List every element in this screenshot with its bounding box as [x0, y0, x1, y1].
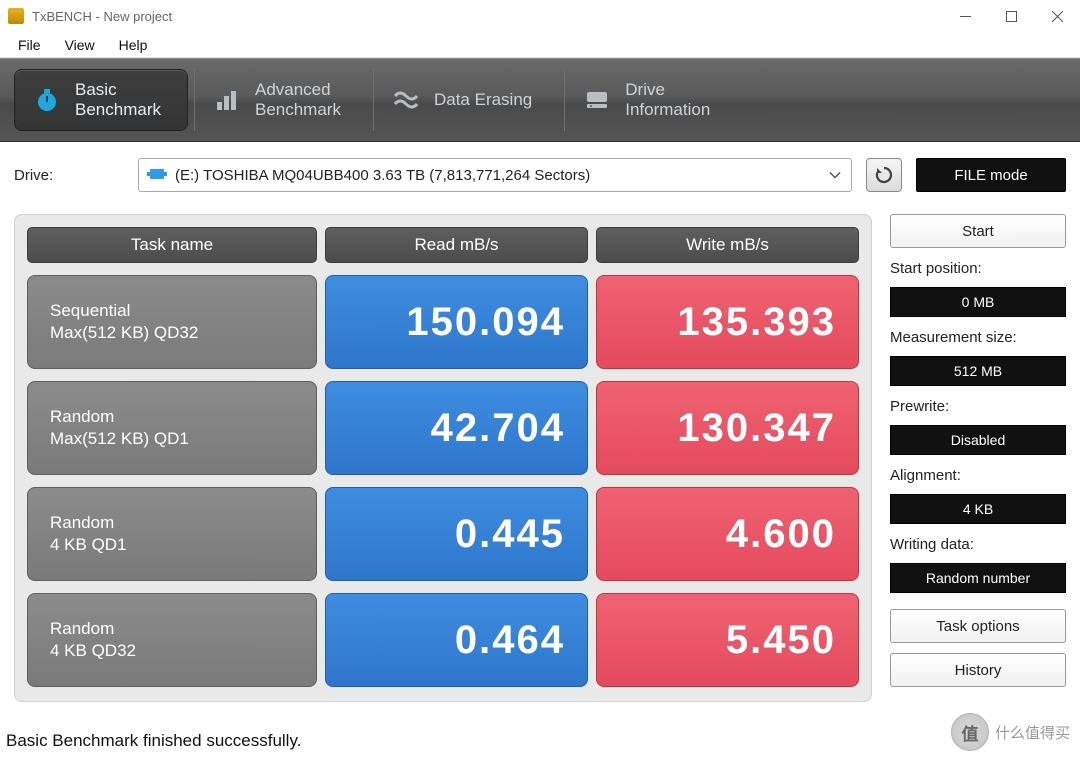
- alignment-label: Alignment:: [890, 467, 1066, 484]
- hdd-icon: [583, 86, 611, 114]
- measurement-size-value[interactable]: 512 MB: [890, 356, 1066, 386]
- write-value: 130.347: [596, 381, 859, 475]
- tab-label: Data Erasing: [434, 90, 532, 110]
- read-value: 0.445: [325, 487, 588, 581]
- app-icon: [8, 8, 24, 24]
- refresh-icon: [874, 165, 894, 185]
- task-name: Random 4 KB QD32: [27, 593, 317, 687]
- menubar: File View Help: [0, 32, 1080, 58]
- history-button[interactable]: History: [890, 653, 1066, 687]
- menu-view[interactable]: View: [53, 35, 107, 55]
- task-name: Random Max(512 KB) QD1: [27, 381, 317, 475]
- writing-data-value[interactable]: Random number: [890, 563, 1066, 593]
- prewrite-value[interactable]: Disabled: [890, 425, 1066, 455]
- side-panel: Start Start position: 0 MB Measurement s…: [890, 214, 1066, 702]
- alignment-value[interactable]: 4 KB: [890, 494, 1066, 524]
- wave-icon: [392, 86, 420, 114]
- tab-label: Basic Benchmark: [75, 80, 161, 119]
- maximize-button[interactable]: [988, 0, 1034, 32]
- start-position-value[interactable]: 0 MB: [890, 287, 1066, 317]
- task-options-button[interactable]: Task options: [890, 609, 1066, 643]
- refresh-button[interactable]: [866, 158, 902, 192]
- bench-row: Sequential Max(512 KB) QD32 150.094 135.…: [27, 275, 859, 369]
- titlebar: TxBENCH - New project: [0, 0, 1080, 32]
- watermark-badge-icon: 值: [951, 713, 989, 751]
- drive-row: Drive: (E:) TOSHIBA MQ04UBB400 3.63 TB (…: [0, 142, 1080, 202]
- header-write: Write mB/s: [596, 227, 859, 263]
- tab-basic-benchmark[interactable]: Basic Benchmark: [14, 69, 188, 131]
- stopwatch-icon: [33, 86, 61, 114]
- read-value: 0.464: [325, 593, 588, 687]
- status-bar: Basic Benchmark finished successfully.: [0, 727, 1080, 757]
- header-task: Task name: [27, 227, 317, 263]
- prewrite-label: Prewrite:: [890, 398, 1066, 415]
- writing-data-label: Writing data:: [890, 536, 1066, 553]
- header-read: Read mB/s: [325, 227, 588, 263]
- minimize-button[interactable]: [942, 0, 988, 32]
- benchmark-panel: Task name Read mB/s Write mB/s Sequentia…: [14, 214, 872, 702]
- drive-device-icon: [147, 167, 167, 183]
- read-value: 150.094: [325, 275, 588, 369]
- bench-row: Random 4 KB QD32 0.464 5.450: [27, 593, 859, 687]
- menu-file[interactable]: File: [6, 35, 53, 55]
- task-name: Random 4 KB QD1: [27, 487, 317, 581]
- watermark-text: 什么值得买: [995, 722, 1070, 743]
- write-value: 5.450: [596, 593, 859, 687]
- task-name: Sequential Max(512 KB) QD32: [27, 275, 317, 369]
- tabstrip: Basic Benchmark Advanced Benchmark Data …: [0, 58, 1080, 142]
- tab-label: Advanced Benchmark: [255, 80, 341, 119]
- measurement-size-label: Measurement size:: [890, 329, 1066, 346]
- chevron-down-icon: [829, 167, 841, 184]
- tab-label: Drive Information: [625, 80, 710, 119]
- watermark: 值 什么值得买: [951, 713, 1070, 751]
- bar-chart-icon: [213, 86, 241, 114]
- tab-drive-information[interactable]: Drive Information: [564, 69, 736, 131]
- start-button[interactable]: Start: [890, 214, 1066, 248]
- file-mode-button[interactable]: FILE mode: [916, 158, 1066, 192]
- tab-advanced-benchmark[interactable]: Advanced Benchmark: [194, 69, 367, 131]
- drive-select[interactable]: (E:) TOSHIBA MQ04UBB400 3.63 TB (7,813,7…: [138, 158, 852, 192]
- drive-selected-text: (E:) TOSHIBA MQ04UBB400 3.63 TB (7,813,7…: [175, 167, 590, 184]
- start-position-label: Start position:: [890, 260, 1066, 277]
- close-button[interactable]: [1034, 0, 1080, 32]
- drive-label: Drive:: [14, 167, 124, 184]
- tab-data-erasing[interactable]: Data Erasing: [373, 69, 558, 131]
- write-value: 135.393: [596, 275, 859, 369]
- write-value: 4.600: [596, 487, 859, 581]
- bench-row: Random Max(512 KB) QD1 42.704 130.347: [27, 381, 859, 475]
- bench-row: Random 4 KB QD1 0.445 4.600: [27, 487, 859, 581]
- menu-help[interactable]: Help: [107, 35, 160, 55]
- window-title: TxBENCH - New project: [32, 9, 172, 24]
- read-value: 42.704: [325, 381, 588, 475]
